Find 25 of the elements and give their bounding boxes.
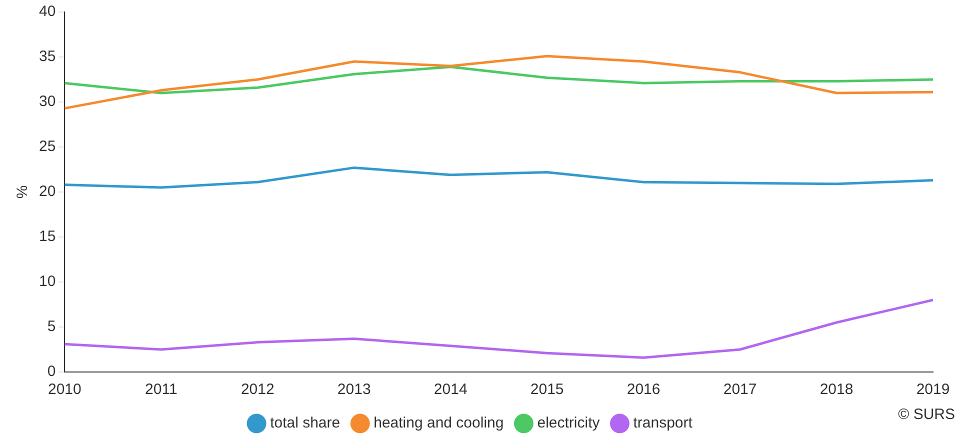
legend-label: total share <box>270 414 340 432</box>
x-tick-label: 2013 <box>337 381 371 398</box>
x-tick-label: 2018 <box>820 381 854 398</box>
x-tick-label: 2016 <box>626 381 660 398</box>
y-tick-label: 30 <box>38 93 56 110</box>
y-tick-label: 35 <box>38 48 56 66</box>
y-axis-title: % <box>14 185 32 199</box>
y-tick-label: 5 <box>47 318 56 336</box>
legend-label: heating and cooling <box>374 414 504 432</box>
y-tick-label: 10 <box>38 273 56 290</box>
x-tick-label: 2012 <box>240 381 274 398</box>
x-tick-label: 2011 <box>145 381 178 398</box>
legend-label: electricity <box>537 414 600 432</box>
y-tick-label: 0 <box>47 363 56 380</box>
x-tick-label: 2015 <box>530 381 564 398</box>
x-tick-label: 2019 <box>916 381 950 398</box>
text: © SURS <box>898 406 955 423</box>
x-tick-label: 2010 <box>48 381 82 398</box>
y-tick-label: 20 <box>38 183 56 200</box>
y-tick-label: 25 <box>38 138 56 156</box>
y-tick-label: 40 <box>38 3 56 20</box>
legend-label: transport <box>633 414 694 432</box>
x-tick-label: 2017 <box>723 381 757 398</box>
x-tick-label: 2014 <box>434 381 468 398</box>
y-tick-label: 15 <box>38 228 56 246</box>
